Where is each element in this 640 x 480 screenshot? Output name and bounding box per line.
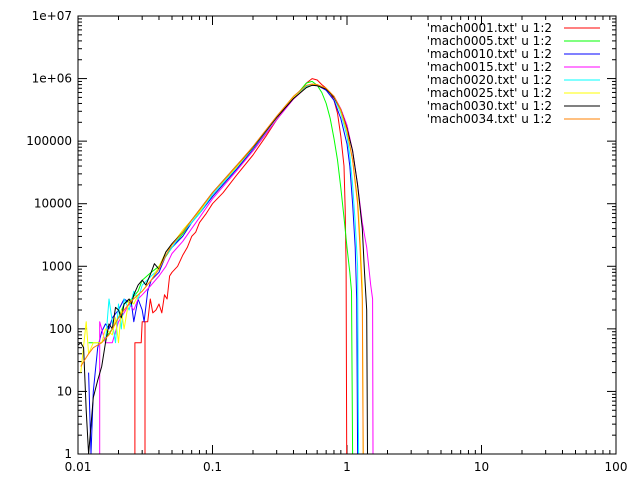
y-tick-label: 1 <box>64 447 72 461</box>
x-tick-label: 0.1 <box>203 460 222 474</box>
plot-frame <box>77 15 617 455</box>
legend-label: 'mach0020.txt' u 1:2 <box>427 73 552 87</box>
series-line-8 <box>80 83 364 454</box>
legend-label: 'mach0030.txt' u 1:2 <box>427 99 552 113</box>
x-tick-label: 0.01 <box>65 460 92 474</box>
series-line-6 <box>80 84 364 454</box>
legend-label: 'mach0025.txt' u 1:2 <box>427 86 552 100</box>
series-line-3 <box>88 84 359 454</box>
legend-label: 'mach0034.txt' u 1:2 <box>427 112 552 126</box>
legend-label: 'mach0010.txt' u 1:2 <box>427 47 552 61</box>
tick-labels-layer: 0.01 0.1 1 10 100 1 10 100 1000 10000 100000 1e+06 1… <box>26 9 627 474</box>
y-tick-label: 10 <box>57 384 72 398</box>
y-tick-label: 100 <box>49 322 72 336</box>
x-tick-label: 100 <box>605 460 628 474</box>
series-line-1 <box>134 78 348 454</box>
x-tick-label: 10 <box>474 460 489 474</box>
series-layer <box>78 78 374 454</box>
legend: 'mach0001.txt' u 1:2'mach0005.txt' u 1:2… <box>427 21 600 126</box>
legend-label: 'mach0001.txt' u 1:2 <box>427 21 552 35</box>
series-line-2 <box>88 80 354 454</box>
y-tick-label: 1e+06 <box>32 72 72 86</box>
series-line-7 <box>78 84 368 454</box>
legend-label: 'mach0005.txt' u 1:2 <box>427 34 552 48</box>
series-line-5 <box>105 84 360 454</box>
legend-label: 'mach0015.txt' u 1:2 <box>427 60 552 74</box>
y-tick-label: 1000 <box>41 259 72 273</box>
series-line-4 <box>99 84 374 454</box>
y-tick-label: 100000 <box>26 134 72 148</box>
y-tick-label: 10000 <box>34 197 72 211</box>
y-tick-label: 1e+07 <box>32 9 72 23</box>
x-tick-label: 1 <box>343 460 351 474</box>
